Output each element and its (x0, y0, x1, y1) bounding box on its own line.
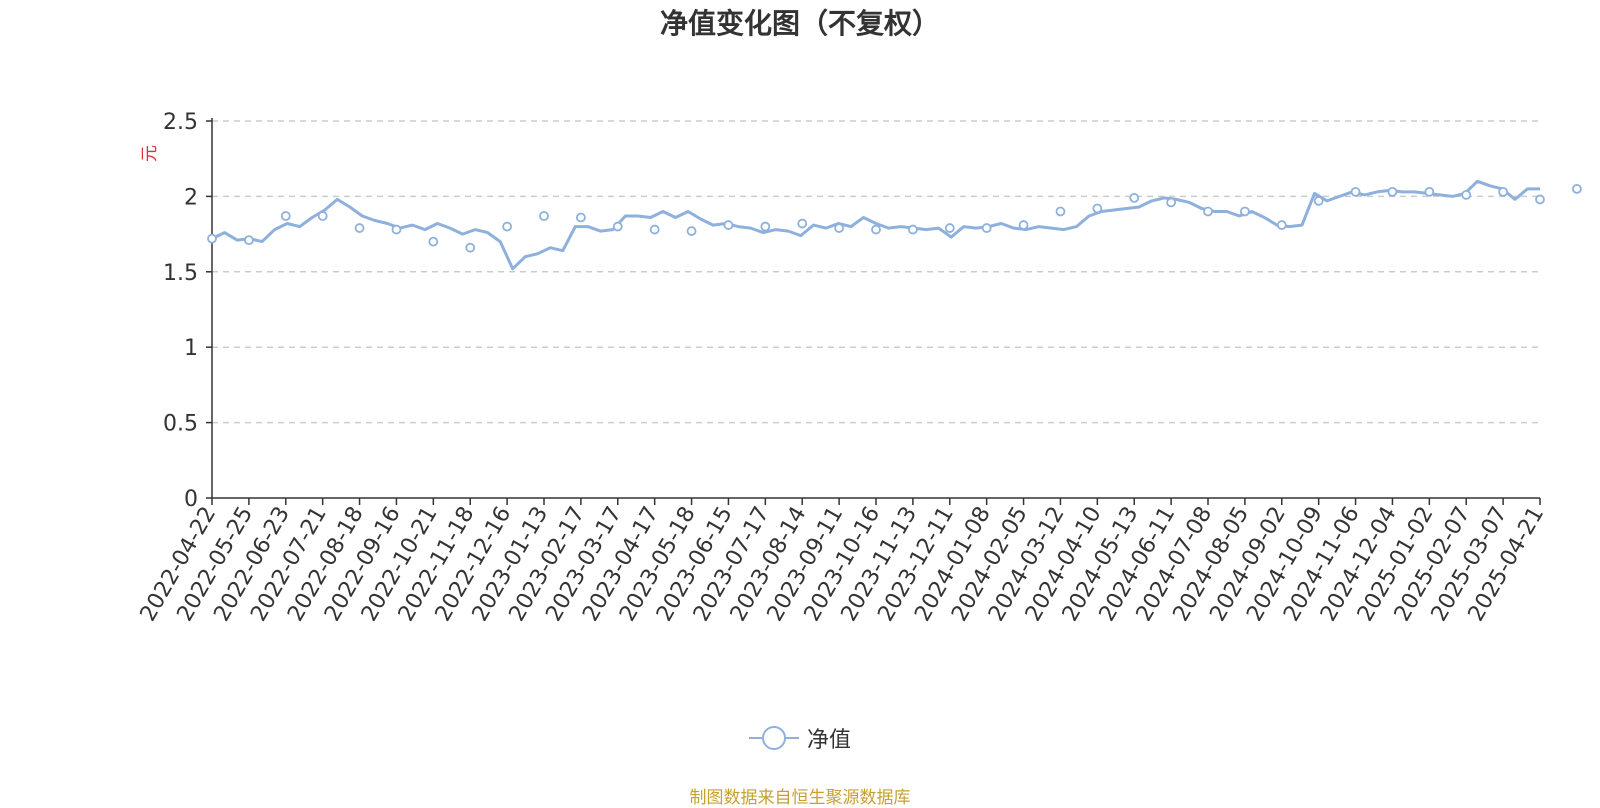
data-point[interactable] (686, 226, 697, 236)
data-point[interactable] (243, 235, 254, 246)
data-point[interactable] (760, 221, 771, 232)
data-point[interactable] (723, 220, 734, 230)
data-point[interactable] (354, 223, 365, 233)
data-point[interactable] (428, 236, 439, 247)
data-point[interactable] (280, 211, 291, 221)
data-point[interactable] (575, 212, 586, 223)
data-point[interactable] (1387, 186, 1398, 197)
data-point[interactable] (649, 224, 660, 235)
data-point[interactable] (539, 211, 549, 221)
data-point[interactable] (944, 223, 955, 233)
data-point[interactable] (391, 224, 402, 235)
series-line (211, 179, 1540, 271)
data-point[interactable] (1276, 220, 1287, 230)
data-source-note: 制图数据来自恒生聚源数据库 (689, 788, 911, 808)
data-point[interactable] (1571, 183, 1582, 194)
data-point[interactable] (1498, 186, 1509, 197)
y-tick-label: 2.5 (163, 110, 198, 135)
y-tick-label: 1.5 (163, 261, 198, 286)
grid-lines (212, 120, 1540, 424)
data-point[interactable] (1092, 203, 1103, 214)
data-point[interactable] (1461, 189, 1472, 200)
data-point[interactable] (317, 211, 328, 221)
legend[interactable]: 净值 (0, 722, 1600, 754)
chart-svg: 0 0.5 1 1.5 2 2.5 2022-04-222022-05-252022-06… (136, 110, 1582, 626)
data-point[interactable] (834, 223, 845, 233)
legend-label: 净值 (806, 728, 851, 753)
y-axis: 0 0.5 1 1.5 2 2.5 (163, 110, 213, 512)
data-point[interactable] (1018, 220, 1029, 230)
y-axis-label: 元 (140, 145, 160, 162)
y-tick-label: 0.5 (163, 412, 198, 437)
legend-line-icon (748, 725, 799, 751)
data-point[interactable] (1313, 196, 1324, 206)
chart-title: 净值变化图（不复权） (659, 7, 940, 40)
data-point[interactable] (207, 233, 217, 244)
data-point[interactable] (502, 221, 513, 232)
data-point[interactable] (981, 223, 992, 233)
data-point[interactable] (1166, 197, 1177, 208)
data-point[interactable] (1350, 186, 1361, 197)
data-point[interactable] (797, 218, 808, 229)
data-point[interactable] (1129, 193, 1140, 203)
data-point[interactable] (1239, 206, 1250, 217)
data-point[interactable] (1203, 206, 1213, 217)
y-tick-label: 1 (184, 336, 198, 361)
y-tick-label: 2 (184, 185, 198, 210)
data-point[interactable] (1535, 194, 1545, 205)
data-point[interactable] (907, 224, 918, 235)
data-point[interactable] (1424, 186, 1435, 197)
x-axis: 2022-04-222022-05-252022-06-232022-07-21… (136, 497, 1549, 626)
data-point[interactable] (465, 242, 476, 253)
data-point[interactable] (871, 224, 881, 235)
data-point[interactable] (612, 221, 623, 232)
data-point[interactable] (1055, 206, 1066, 217)
y-tick-label: 0 (184, 487, 198, 512)
series-markers (207, 183, 1582, 253)
